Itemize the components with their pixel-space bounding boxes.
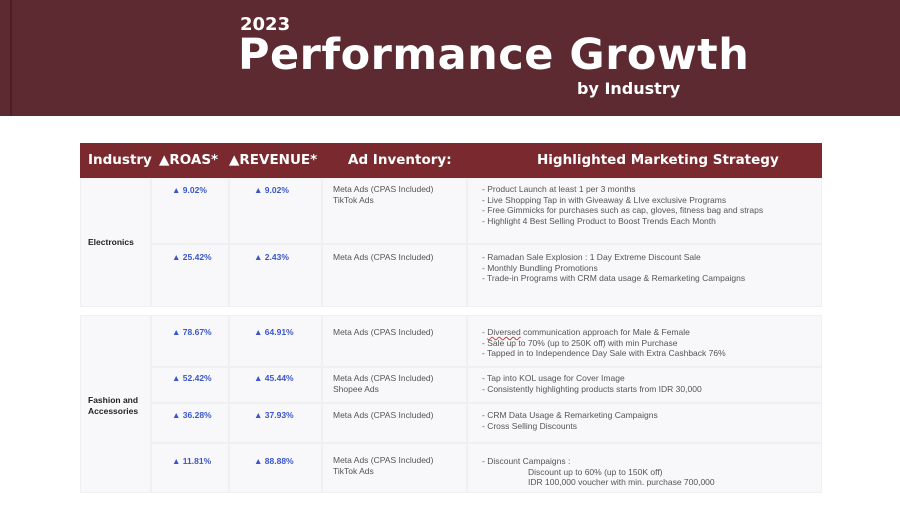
- table-cell: [323, 179, 466, 243]
- industry-label-fashion: Fashion and Accessories: [88, 395, 138, 417]
- header-ad-inventory: Ad Inventory:: [348, 152, 452, 168]
- table-cell: [230, 404, 321, 442]
- table-cell: [152, 179, 228, 243]
- revenue-value: ▲ 9.02%: [254, 185, 289, 195]
- table-cell: [323, 368, 466, 402]
- ad-inventory: Meta Ads (CPAS Included) TikTok Ads: [333, 184, 433, 206]
- ad-inventory: Meta Ads (CPAS Included): [333, 410, 433, 421]
- table-cell: [323, 444, 466, 492]
- table-cell: [230, 179, 321, 243]
- strategy-item: - CRM Data Usage & Remarketing Campaigns: [482, 410, 658, 420]
- table-cell: [152, 245, 228, 306]
- header-strategy: Highlighted Marketing Strategy: [537, 152, 779, 168]
- title-banner: 2023 Performance Growth by Industry: [0, 0, 900, 116]
- strategy-item: - Tap into KOL usage for Cover Image: [482, 373, 625, 383]
- industry-label-line: Accessories: [88, 406, 139, 416]
- strategy-item: - Consistently highlighting products sta…: [482, 383, 702, 394]
- banner-edge-line: [10, 0, 12, 116]
- header-roas: ▲ROAS*: [159, 152, 219, 168]
- strategy-list: - CRM Data Usage & Remarketing Campaigns…: [482, 410, 658, 431]
- header-industry: Industry: [88, 152, 152, 168]
- strategy-item: - Product Launch at least 1 per 3 months: [482, 184, 636, 194]
- strategy-item: - Ramadan Sale Explosion : 1 Day Extreme…: [482, 252, 701, 262]
- industry-label-line: Fashion and: [88, 395, 139, 405]
- ad-inventory-item: Meta Ads (CPAS Included): [333, 455, 434, 465]
- spellcheck-marked-word: Diversed: [487, 327, 521, 337]
- strategy-subitem: IDR 100,000 voucher with min. purchase 7…: [528, 477, 715, 488]
- ad-inventory-item: Meta Ads (CPAS Included): [333, 373, 434, 383]
- table-cell: [468, 444, 821, 492]
- table-cell: [152, 368, 228, 402]
- ad-inventory-item: Meta Ads (CPAS Included): [333, 252, 434, 262]
- revenue-value: ▲ 88.88%: [254, 456, 294, 466]
- strategy-item: - Monthly Bundling Promotions: [482, 262, 598, 273]
- strategy-item: - Live Shopping Tap in with Giveaway & L…: [482, 194, 727, 205]
- banner-year: 2023: [240, 14, 291, 35]
- roas-value: ▲ 9.02%: [172, 185, 207, 195]
- table-cell: [323, 245, 466, 306]
- ad-inventory: Meta Ads (CPAS Included) Shopee Ads: [333, 373, 433, 395]
- ad-inventory-item: Meta Ads (CPAS Included): [333, 410, 434, 420]
- strategy-item: - Cross Selling Discounts: [482, 420, 577, 431]
- ad-inventory-item: TikTok Ads: [333, 195, 374, 205]
- table-header: Industry ▲ROAS* ▲REVENUE* Ad Inventory: …: [80, 143, 822, 178]
- ad-inventory-item: TikTok Ads: [333, 466, 374, 476]
- roas-value: ▲ 78.67%: [172, 327, 212, 337]
- strategy-item: - Sale up to 70% (up to 250K off) with m…: [482, 337, 678, 348]
- industry-label-electronics: Electronics: [88, 237, 134, 247]
- table-cell: [468, 316, 821, 366]
- roas-value: ▲ 36.28%: [172, 410, 212, 420]
- strategy-subitem: Discount up to 60% (up to 150K off): [528, 466, 663, 477]
- strategy-item: - Free Gimmicks for purchases such as ca…: [482, 205, 764, 216]
- table-cell: [152, 316, 228, 366]
- strategy-item: - Discount Campaigns :: [482, 456, 571, 466]
- roas-value: ▲ 25.42%: [172, 252, 212, 262]
- banner-subtitle: by Industry: [577, 79, 681, 98]
- table-cell: [152, 404, 228, 442]
- table-cell: [81, 316, 150, 492]
- table-cell: [468, 245, 821, 306]
- revenue-value: ▲ 64.91%: [254, 327, 294, 337]
- strategy-list: - Diversed communication approach for Ma…: [482, 327, 726, 359]
- ad-inventory-item: Meta Ads (CPAS Included): [333, 184, 434, 194]
- table-cell: [152, 444, 228, 492]
- table-cell: [468, 179, 821, 243]
- revenue-value: ▲ 45.44%: [254, 373, 294, 383]
- table-cell: [230, 316, 321, 366]
- revenue-value: ▲ 37.93%: [254, 410, 294, 420]
- table-cell: [230, 368, 321, 402]
- table-cell: [468, 368, 821, 402]
- ad-inventory: Meta Ads (CPAS Included): [333, 327, 433, 338]
- group-divider: [80, 307, 822, 315]
- ad-inventory: Meta Ads (CPAS Included): [333, 252, 433, 263]
- roas-value: ▲ 11.81%: [172, 456, 212, 466]
- strategy-item: - Highlight 4 Best Selling Product to Bo…: [482, 215, 716, 226]
- revenue-value: ▲ 2.43%: [254, 252, 289, 262]
- roas-value: ▲ 52.42%: [172, 373, 212, 383]
- table-cell: [323, 404, 466, 442]
- strategy-item: - Diversed communication approach for Ma…: [482, 327, 726, 338]
- strategy-list: - Ramadan Sale Explosion : 1 Day Extreme…: [482, 252, 745, 284]
- table-cell: [230, 245, 321, 306]
- strategy-list: - Tap into KOL usage for Cover Image - C…: [482, 373, 702, 394]
- strategy-list: - Product Launch at least 1 per 3 months…: [482, 184, 763, 226]
- strategy-prefix: -: [482, 327, 488, 337]
- strategy-item: - Tapped in to Independence Day Sale wit…: [482, 348, 726, 359]
- table-cell: [81, 179, 150, 306]
- table-cell: [230, 444, 321, 492]
- ad-inventory-item: Shopee Ads: [333, 384, 379, 394]
- header-revenue: ▲REVENUE*: [229, 152, 318, 168]
- ad-inventory-item: Meta Ads (CPAS Included): [333, 327, 434, 337]
- table-cell: [323, 316, 466, 366]
- ad-inventory: Meta Ads (CPAS Included) TikTok Ads: [333, 455, 433, 477]
- table-cell: [468, 404, 821, 442]
- banner-title: Performance Growth: [238, 30, 750, 80]
- strategy-item: - Trade-in Programs with CRM data usage …: [482, 273, 746, 284]
- strategy-list: - Discount Campaigns : Discount up to 60…: [482, 456, 715, 488]
- strategy-text: communication approach for Male & Female: [520, 327, 690, 337]
